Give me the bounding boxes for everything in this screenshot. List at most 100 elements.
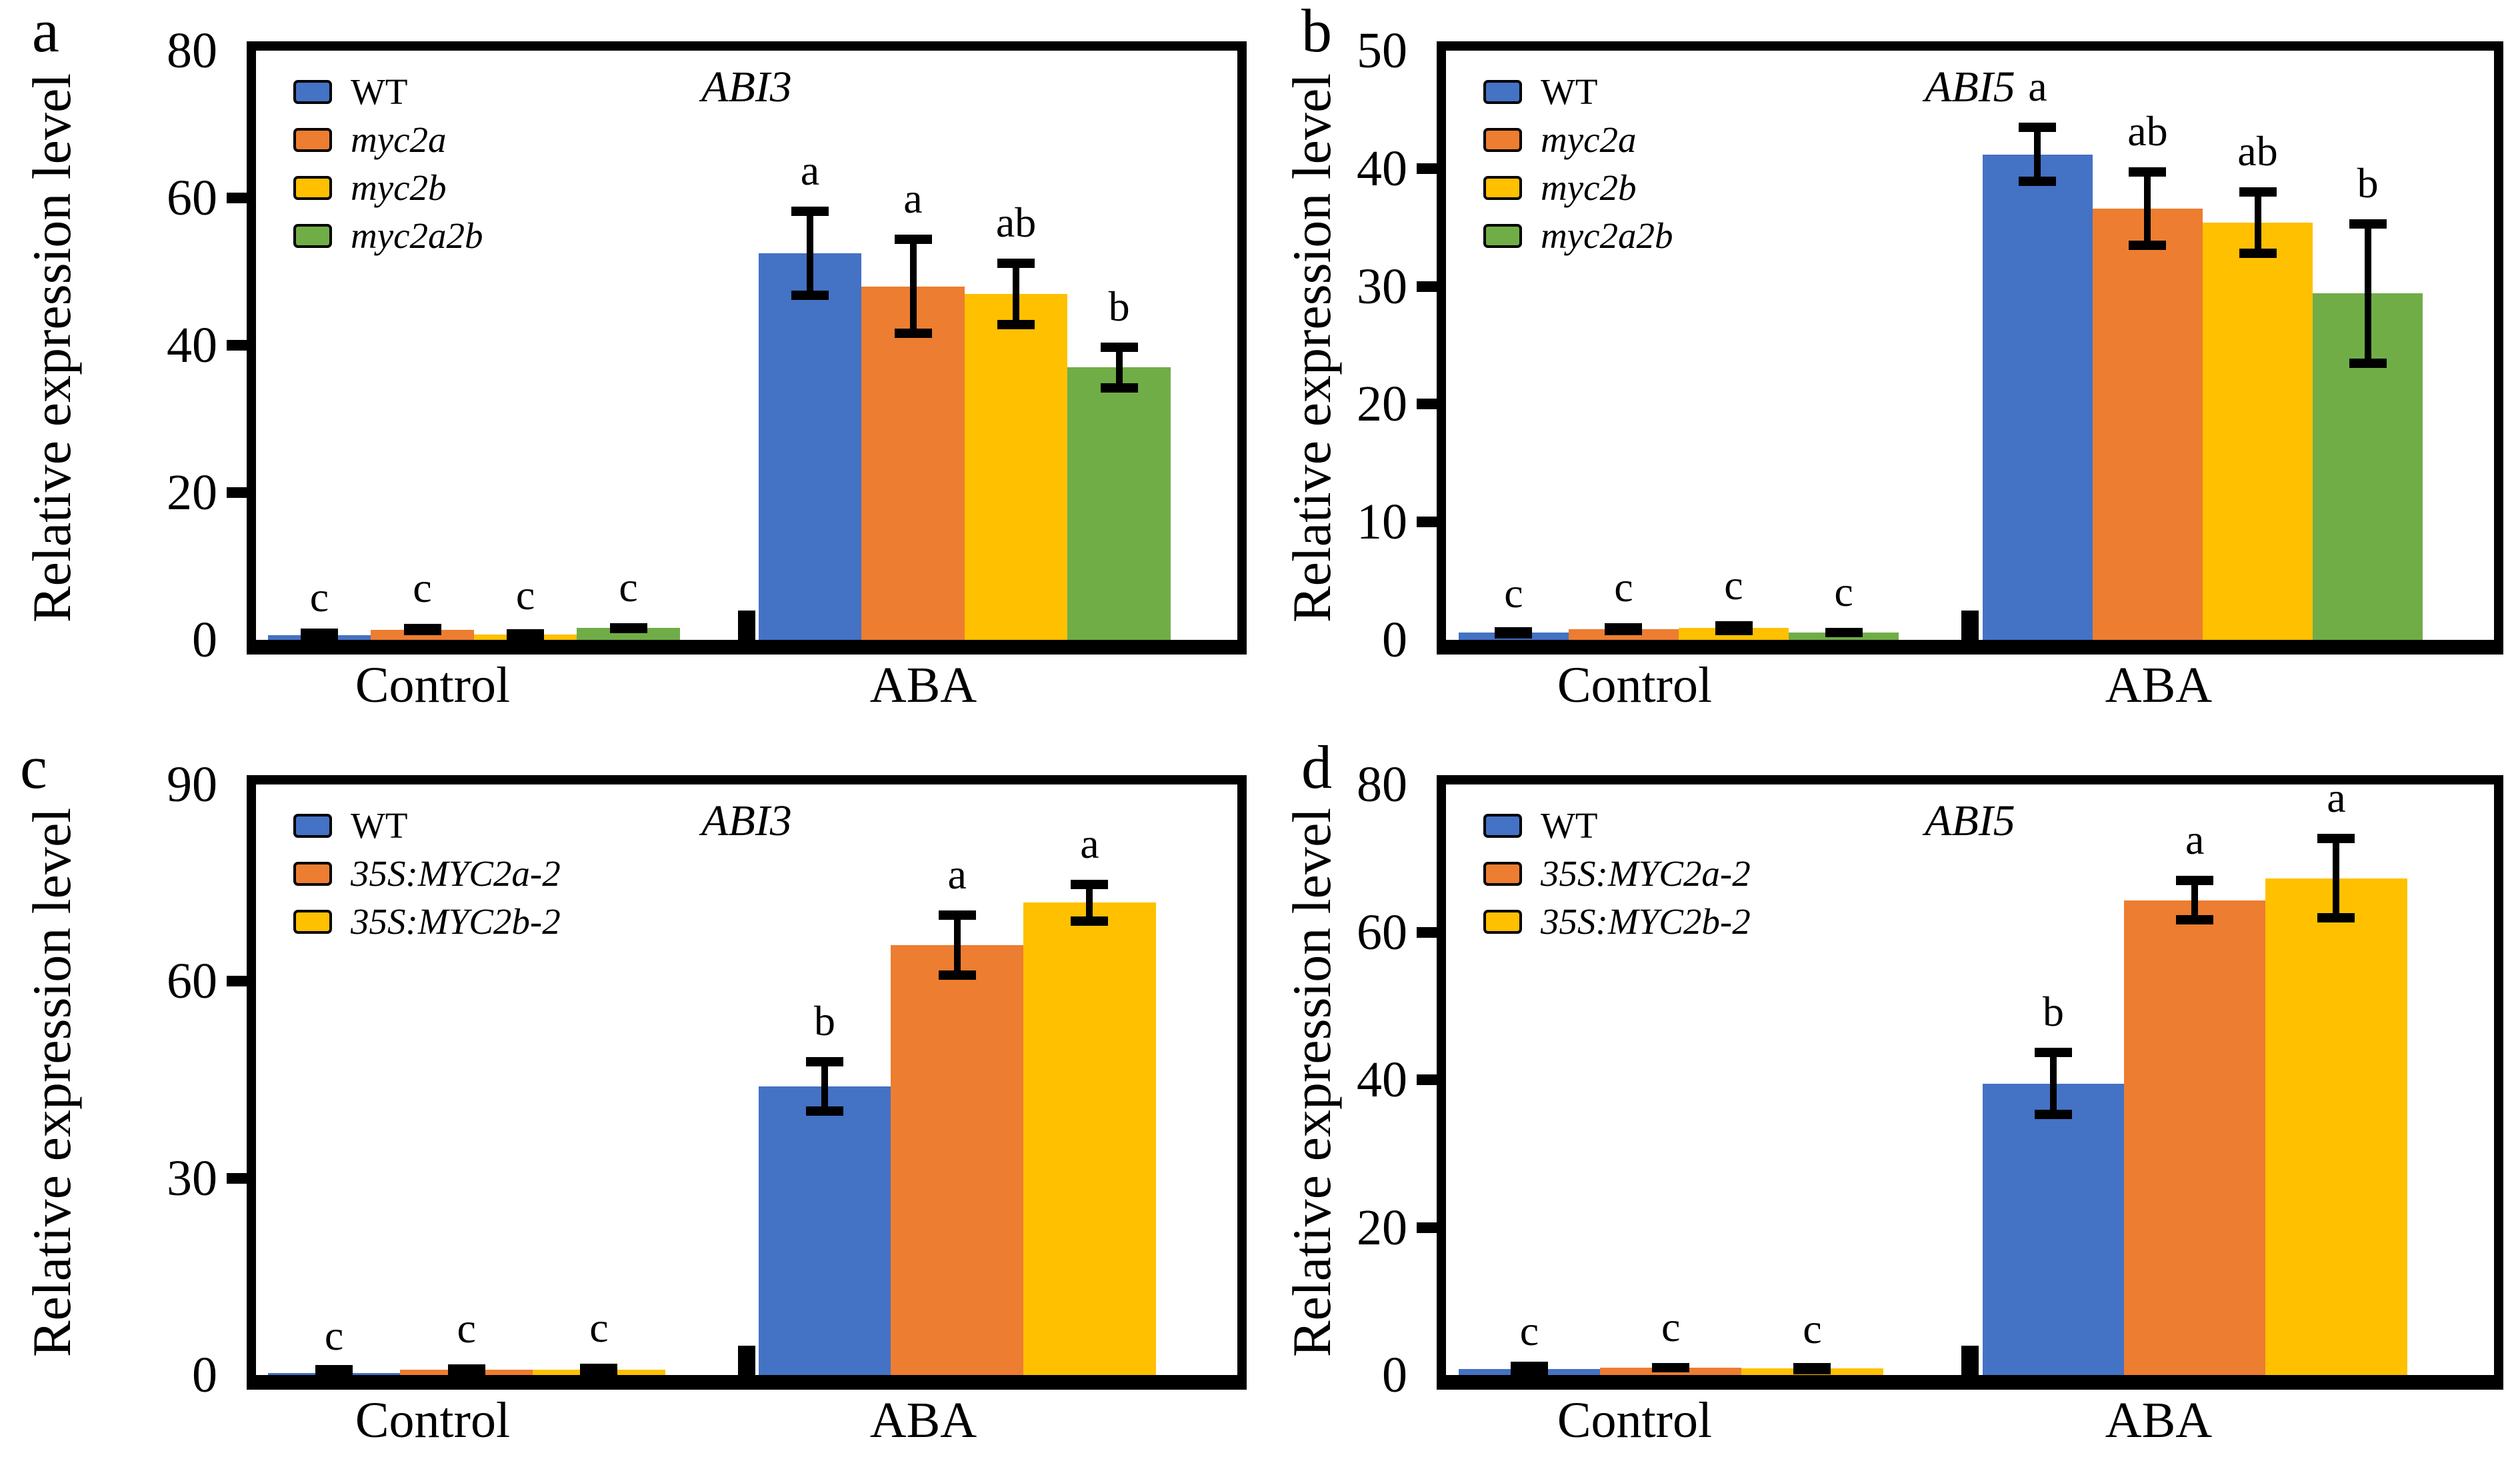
legend-swatch-icon xyxy=(293,175,332,200)
significance-label: a xyxy=(800,147,820,195)
error-bar xyxy=(894,235,932,338)
bars-layer: c c c c a ab ab b xyxy=(1446,51,2494,640)
y-axis-tick-label: 80 xyxy=(167,23,217,79)
legend: WT myc2a myc2b myc2a2b xyxy=(1483,73,1673,265)
y-axis-tick-label: 10 xyxy=(1357,494,1407,551)
bars-layer: c c c c a a ab b xyxy=(256,51,1237,643)
y-axis-tick-label: 90 xyxy=(167,756,217,812)
significance-label: ab xyxy=(2127,107,2168,155)
significance-label: a xyxy=(2185,816,2205,864)
error-bar-cap-top xyxy=(997,258,1035,268)
y-axis-tick-mark xyxy=(1417,399,1446,410)
error-bar-cap-bot xyxy=(2239,249,2277,259)
error-bar-cap-bot xyxy=(1652,1362,1690,1372)
bar-myc2b-ABA xyxy=(2202,223,2313,640)
error-bar-cap-bot xyxy=(1495,627,1533,637)
y-axis-tick-label: 0 xyxy=(192,1347,217,1403)
legend-item: myc2a2b xyxy=(293,217,483,254)
x-axis-category-label: Control xyxy=(1557,1392,1713,1448)
bar-WT-ABA xyxy=(1982,154,2093,640)
panel-letter: b xyxy=(1301,0,1332,65)
error-bar-cap-bot xyxy=(1793,1362,1831,1372)
error-bar xyxy=(791,207,829,300)
error-bar-cap-bot xyxy=(300,628,338,638)
error-bar-cap-bot xyxy=(2019,177,2057,187)
error-bar xyxy=(609,623,647,634)
error-bar xyxy=(2034,1048,2072,1119)
legend-item: 35S:MYC2a-2 xyxy=(293,855,561,892)
legend-label: myc2b xyxy=(1541,167,1637,208)
legend-item: 35S:MYC2b-2 xyxy=(1483,903,1751,940)
error-bar-cap-top xyxy=(791,207,829,217)
error-bar-cap-bot xyxy=(1100,383,1138,393)
legend-label: WT xyxy=(1541,805,1598,846)
error-bar-cap-top xyxy=(2317,834,2355,844)
legend-swatch-icon xyxy=(1483,813,1522,838)
error-bar-cap-bot xyxy=(403,626,441,636)
error-bar-cap-bot xyxy=(1605,625,1643,635)
significance-label: a xyxy=(903,175,923,223)
bar-myc2a2b-Control xyxy=(577,628,680,640)
legend-swatch-icon xyxy=(1483,127,1522,152)
y-axis-tick-label: 60 xyxy=(1357,904,1407,960)
error-bar xyxy=(507,629,545,641)
legend-item: WT xyxy=(1483,807,1751,844)
panel-letter: c xyxy=(20,733,47,801)
error-bar xyxy=(938,910,976,980)
y-axis-tick-mark xyxy=(1417,926,1446,938)
error-bar-stem xyxy=(806,207,813,300)
x-axis-category-label: ABA xyxy=(2105,657,2213,713)
bar-myc2a2b-ABA xyxy=(1067,367,1171,640)
error-bar xyxy=(1825,628,1863,638)
bar-WT-ABA xyxy=(758,1086,891,1375)
legend-label: 35S:MYC2a-2 xyxy=(1541,853,1751,894)
error-bar-cap-bot xyxy=(806,1106,844,1116)
legend-swatch-icon xyxy=(293,861,332,886)
error-bar xyxy=(447,1364,485,1375)
legend-item: myc2b xyxy=(1483,169,1673,206)
x-axis-category-label: ABA xyxy=(869,1392,977,1448)
error-bar-cap-top xyxy=(2239,187,2277,197)
error-bar-stem xyxy=(2364,219,2371,368)
legend-item: myc2a xyxy=(1483,121,1673,158)
error-bar-cap-bot xyxy=(2129,240,2167,250)
error-bar-cap-top xyxy=(938,910,976,920)
legend-item: WT xyxy=(293,807,561,844)
error-bar xyxy=(580,1364,618,1375)
error-bar xyxy=(1071,879,1109,926)
y-axis-tick-mark xyxy=(1417,1222,1446,1233)
significance-label: c xyxy=(457,1304,476,1352)
error-bar-cap-bot xyxy=(997,319,1035,329)
error-bar-stem xyxy=(2191,876,2199,925)
legend: WT 35S:MYC2a-2 35S:MYC2b-2 xyxy=(1483,807,1751,951)
y-axis-tick-label: 20 xyxy=(1357,1199,1407,1256)
error-bar xyxy=(1605,623,1643,635)
legend-swatch-icon xyxy=(293,223,332,248)
error-bar-stem xyxy=(2333,834,2340,923)
legend-label: myc2a xyxy=(351,119,447,160)
panel-a: a Relative expression level ABI3 WT myc2a… xyxy=(0,0,1260,728)
error-bar-cap-top xyxy=(1071,879,1109,889)
significance-label: ab xyxy=(995,198,1037,246)
significance-label: c xyxy=(1834,568,1853,616)
legend-label: 35S:MYC2b-2 xyxy=(351,901,561,942)
legend-item: myc2a2b xyxy=(1483,217,1673,254)
significance-label: c xyxy=(1724,561,1743,609)
legend-label: myc2a xyxy=(1541,119,1637,160)
x-axis-category-label: Control xyxy=(355,1392,511,1448)
legend-swatch-icon xyxy=(1483,223,1522,248)
y-axis-tick-label: 60 xyxy=(167,953,217,1010)
legend: WT myc2a myc2b myc2a2b xyxy=(293,73,483,265)
x-axis-group-separator-tick xyxy=(1961,1346,1979,1375)
significance-label: c xyxy=(413,563,432,611)
plot-area: ABI5 WT 35S:MYC2a-2 35S:MYC2b-2 c c c b a a 0 20… xyxy=(1357,759,2503,1446)
x-axis-category-label: Control xyxy=(1557,657,1713,713)
y-axis-tick-mark xyxy=(1417,281,1446,292)
significance-label: b xyxy=(2042,988,2064,1036)
legend-label: myc2a2b xyxy=(1541,215,1673,256)
significance-label: c xyxy=(309,573,329,621)
error-bar-cap-bot xyxy=(609,624,647,634)
error-bar xyxy=(315,1365,353,1382)
significance-label: c xyxy=(1661,1303,1681,1351)
